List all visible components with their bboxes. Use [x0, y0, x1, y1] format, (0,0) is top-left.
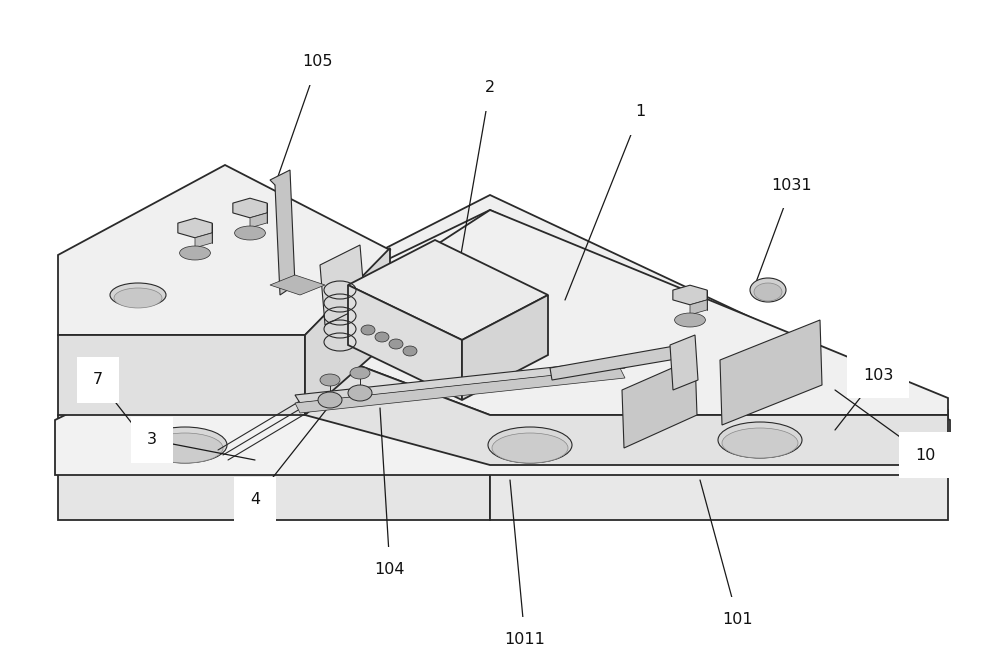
Ellipse shape	[235, 226, 265, 240]
Polygon shape	[490, 465, 948, 520]
Ellipse shape	[147, 433, 223, 463]
Polygon shape	[233, 198, 267, 218]
Polygon shape	[270, 275, 325, 295]
Text: 103: 103	[863, 367, 893, 383]
Polygon shape	[55, 210, 950, 475]
Text: 1031: 1031	[772, 178, 812, 192]
Text: 7: 7	[93, 373, 103, 387]
Ellipse shape	[143, 427, 227, 463]
Polygon shape	[58, 165, 390, 335]
Text: 1: 1	[635, 104, 645, 120]
Polygon shape	[58, 195, 948, 465]
Polygon shape	[270, 170, 295, 295]
Ellipse shape	[318, 392, 342, 408]
Polygon shape	[622, 358, 697, 448]
Polygon shape	[673, 285, 707, 305]
Polygon shape	[320, 245, 365, 325]
Polygon shape	[720, 320, 822, 425]
Ellipse shape	[375, 332, 389, 342]
Polygon shape	[195, 233, 212, 248]
Ellipse shape	[361, 325, 375, 335]
Ellipse shape	[403, 346, 417, 356]
Text: 1011: 1011	[505, 633, 545, 647]
Ellipse shape	[754, 283, 782, 301]
Polygon shape	[305, 248, 390, 415]
Polygon shape	[250, 213, 267, 228]
Ellipse shape	[180, 246, 210, 260]
Ellipse shape	[750, 278, 786, 302]
Polygon shape	[462, 295, 548, 400]
Polygon shape	[348, 285, 462, 400]
Polygon shape	[348, 240, 548, 340]
Polygon shape	[690, 300, 707, 315]
Text: 104: 104	[375, 562, 405, 578]
Ellipse shape	[114, 288, 162, 308]
Polygon shape	[295, 368, 625, 413]
Polygon shape	[670, 335, 698, 390]
Ellipse shape	[110, 283, 166, 307]
Text: 3: 3	[147, 432, 157, 448]
Ellipse shape	[389, 339, 403, 349]
Ellipse shape	[488, 427, 572, 463]
Polygon shape	[58, 335, 305, 415]
Ellipse shape	[348, 385, 372, 401]
Text: 10: 10	[915, 448, 935, 462]
Polygon shape	[58, 465, 490, 520]
Polygon shape	[305, 345, 948, 465]
Text: 2: 2	[485, 81, 495, 96]
Polygon shape	[178, 218, 212, 238]
Text: 105: 105	[303, 55, 333, 69]
Polygon shape	[295, 360, 625, 403]
Ellipse shape	[350, 367, 370, 379]
Text: 4: 4	[250, 492, 260, 508]
Polygon shape	[550, 345, 682, 380]
Ellipse shape	[722, 428, 798, 458]
Ellipse shape	[492, 433, 568, 463]
Polygon shape	[305, 210, 948, 415]
Ellipse shape	[320, 374, 340, 386]
Ellipse shape	[675, 313, 705, 327]
Ellipse shape	[718, 422, 802, 458]
Text: 101: 101	[723, 613, 753, 627]
